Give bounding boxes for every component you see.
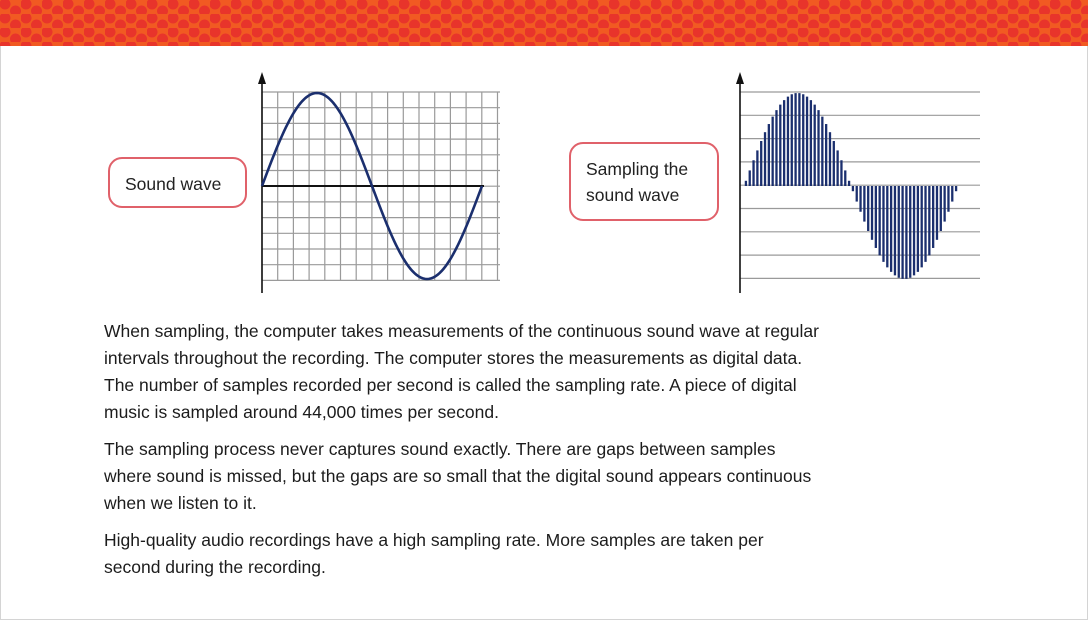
paragraph-sampling: When sampling, the computer takes measur… bbox=[104, 321, 819, 422]
sampling-callout: Sampling the sound wave bbox=[569, 142, 719, 221]
paragraph-quality: High-quality audio recordings have a hig… bbox=[104, 530, 764, 577]
body-text: When sampling, the computer takes measur… bbox=[104, 318, 824, 591]
y-axis-arrowhead bbox=[736, 72, 744, 84]
paragraph-gaps: The sampling process never captures soun… bbox=[104, 439, 812, 513]
sound-wave-diagram bbox=[258, 72, 500, 293]
y-axis-arrowhead bbox=[258, 72, 266, 84]
dotted-banner bbox=[0, 0, 1088, 46]
sampling-diagram bbox=[736, 72, 980, 293]
sound-wave-callout: Sound wave bbox=[108, 157, 247, 208]
sample-bars bbox=[744, 93, 958, 279]
sampling-label-line-2: sound wave bbox=[586, 185, 680, 205]
sine-wave-curve bbox=[260, 91, 484, 281]
sampling-label-line-1: Sampling the bbox=[586, 159, 689, 179]
sound-wave-label: Sound wave bbox=[125, 174, 222, 194]
